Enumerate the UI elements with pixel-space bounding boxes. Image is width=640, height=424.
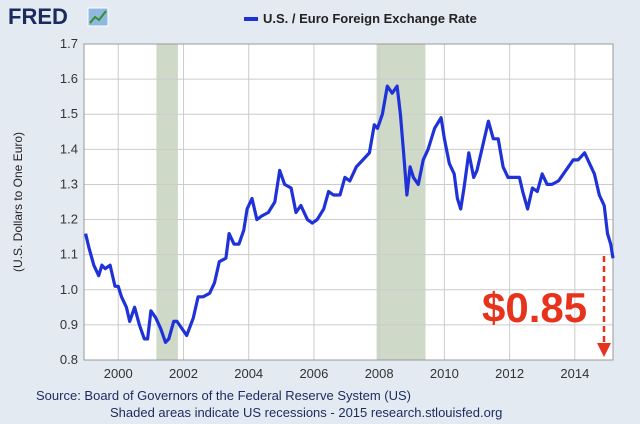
y-tick-label: 0.9 [60, 317, 78, 332]
y-tick-label: 1.2 [60, 212, 78, 227]
data-line [84, 84, 615, 344]
x-tick-label: 2004 [234, 366, 263, 381]
x-tick-label: 2002 [169, 366, 198, 381]
logo-icon [87, 7, 109, 27]
annotation: $0.85 [482, 284, 587, 331]
y-tick-label: 1.6 [60, 71, 78, 86]
recession-band [376, 44, 426, 360]
x-tick-label: 2012 [495, 366, 524, 381]
y-tick-label: 1.5 [60, 106, 78, 121]
x-tick-label: 2006 [299, 366, 328, 381]
y-tick-label: 0.8 [60, 352, 78, 367]
x-tick-label: 2010 [430, 366, 459, 381]
y-tick-label: 1.7 [60, 36, 78, 51]
brand-logo: FRED [8, 4, 68, 29]
legend-label: U.S. / Euro Foreign Exchange Rate [263, 11, 477, 26]
plot-border [83, 43, 614, 361]
annotation-arrow [597, 256, 611, 357]
y-tick-label: 1.1 [60, 247, 78, 262]
y-axis-label: (U.S. Dollars to One Euro) [11, 132, 25, 272]
y-tick-label: 1.3 [60, 176, 78, 191]
x-tick-label: 2014 [560, 366, 589, 381]
y-tick-label: 1.0 [60, 282, 78, 297]
x-tick-label: 2000 [104, 366, 133, 381]
x-tick-label: 2008 [365, 366, 394, 381]
note: Shaded areas indicate US recessions - 20… [110, 405, 502, 420]
y-tick-label: 1.4 [60, 141, 78, 156]
recession-band [156, 44, 178, 360]
source: Source: Board of Governors of the Federa… [36, 388, 411, 403]
